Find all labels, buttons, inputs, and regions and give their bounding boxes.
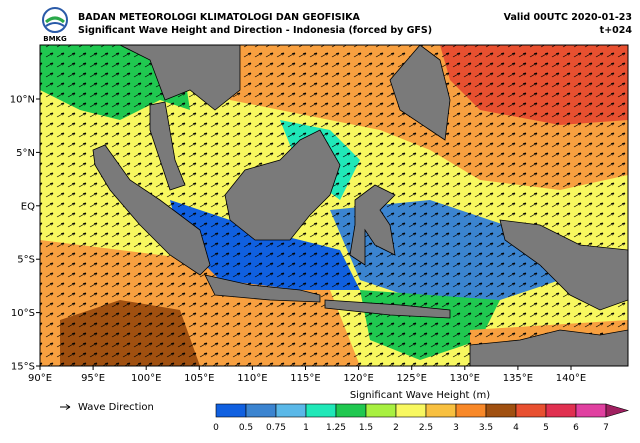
colorbar-segment <box>245 403 277 418</box>
lat-label: EQ <box>21 201 35 212</box>
colorbar-label: 2 <box>393 423 399 433</box>
lon-label: 140°E <box>556 373 586 384</box>
lon-label: 100°E <box>131 373 161 384</box>
colorbar-segment <box>425 403 457 418</box>
colorbar-extension <box>605 403 630 418</box>
lat-label: 10°N <box>10 95 35 106</box>
colorbar-segment <box>275 403 307 418</box>
colorbar-label: 3.5 <box>479 423 493 433</box>
lon-label: 95°E <box>81 373 105 384</box>
colorbar-label: 5 <box>543 423 549 433</box>
direction-legend: Wave Direction <box>60 402 154 413</box>
lon-label: 130°E <box>450 373 480 384</box>
colorbar-label: 0.5 <box>239 423 253 433</box>
lon-label: 115°E <box>290 373 320 384</box>
colorbar-segment <box>365 403 397 418</box>
colorbar-segment <box>395 403 427 418</box>
colorbar-label: 1 <box>303 423 309 433</box>
colorbar-label: 4 <box>513 423 519 433</box>
colorbar-label: 0 <box>213 423 219 433</box>
colorbar: 0 0.5 0.75 1 1.25 1.5 2 2.5 3 3.5 4 5 6 7 <box>213 403 630 433</box>
map-axes: 10°N 5°N EQ 5°S 10°S 15°S90°E 95°E 100°E 105°E 11… <box>10 95 586 385</box>
colorbar-segment <box>485 403 517 418</box>
valid-time: Valid 00UTC 2020-01-23 <box>504 12 632 23</box>
colorbar-label: 3 <box>453 423 459 433</box>
lead-time: t+024 <box>600 25 633 36</box>
colorbar-segment <box>455 403 487 418</box>
colorbar-title: Significant Wave Height (m) <box>350 390 490 401</box>
colorbar-segment <box>305 403 337 418</box>
colorbar-label: 2.5 <box>419 423 433 433</box>
lon-label: 120°E <box>343 373 373 384</box>
logo-text: BMKG <box>43 35 67 43</box>
colorbar-segment <box>335 403 367 418</box>
colorbar-segment <box>515 403 547 418</box>
lon-label: 105°E <box>184 373 214 384</box>
lat-label: 10°S <box>11 308 35 319</box>
colorbar-label: 1.25 <box>326 423 346 433</box>
logo: BMKG <box>42 7 68 43</box>
colorbar-segment <box>215 403 247 418</box>
colorbar-label: 0.75 <box>266 423 286 433</box>
lat-label: 5°N <box>16 148 35 159</box>
agency-name: BADAN METEOROLOGI KLIMATOLOGI DAN GEOFIS… <box>78 12 361 23</box>
lon-label: 125°E <box>396 373 426 384</box>
colorbar-label: 1.5 <box>359 423 373 433</box>
map-title: Significant Wave Height and Direction - … <box>78 25 432 36</box>
legend-label: Wave Direction <box>78 402 154 413</box>
lon-label: 135°E <box>503 373 533 384</box>
colorbar-segment <box>545 403 577 418</box>
colorbar-label: 7 <box>603 423 609 433</box>
lat-label: 5°S <box>17 255 35 266</box>
colorbar-label: 6 <box>573 423 579 433</box>
lon-label: 110°E <box>237 373 267 384</box>
lon-label: 90°E <box>28 373 52 384</box>
colorbar-segment <box>575 403 607 418</box>
map <box>40 45 628 366</box>
lat-label: 15°S <box>11 362 35 373</box>
